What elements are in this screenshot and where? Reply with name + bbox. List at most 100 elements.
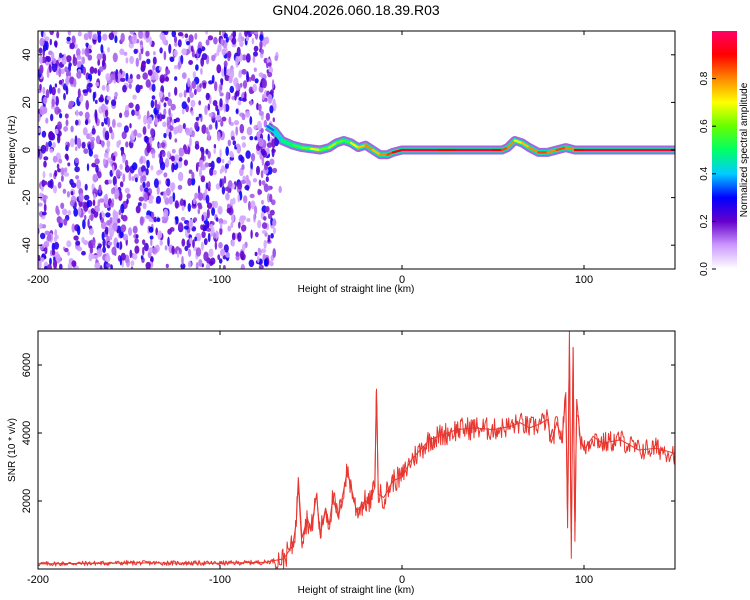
noise-cell [171, 245, 175, 255]
noise-cell [46, 56, 51, 63]
noise-cell [71, 35, 76, 44]
noise-cell [223, 175, 227, 184]
noise-cell [96, 53, 102, 61]
noise-cell [145, 31, 150, 39]
noise-cell [271, 138, 276, 149]
noise-cell [52, 259, 58, 269]
noise-cell [64, 113, 69, 119]
noise-cell [211, 207, 216, 216]
noise-cell [221, 186, 226, 195]
noise-cell [146, 143, 151, 154]
noise-cell [193, 197, 196, 205]
noise-cell [229, 198, 234, 206]
noise-cell [105, 212, 111, 218]
noise-cell [237, 181, 243, 190]
noise-cell [63, 93, 66, 101]
noise-cell [184, 33, 189, 39]
noise-cell [123, 51, 128, 56]
noise-cell [67, 162, 71, 167]
noise-cell [171, 119, 175, 125]
noise-cell [219, 84, 223, 91]
noise-cell [163, 31, 169, 36]
noise-cell [148, 199, 153, 204]
noise-cell [267, 185, 271, 191]
noise-cell [249, 136, 254, 141]
noise-cell [274, 55, 279, 62]
noise-cell [267, 234, 271, 243]
noise-cell [208, 124, 213, 130]
noise-cell [134, 245, 140, 254]
noise-cell [260, 248, 267, 254]
noise-cell [257, 255, 260, 263]
noise-cell [133, 173, 139, 180]
noise-cell [38, 260, 42, 269]
noise-cell [66, 36, 71, 42]
noise-cell [190, 99, 196, 108]
noise-cell [44, 36, 50, 42]
noise-cell [178, 92, 183, 98]
noise-cell [101, 103, 106, 113]
noise-cell [180, 198, 184, 207]
noise-cell [220, 78, 224, 84]
noise-cell [176, 160, 183, 169]
noise-cell [254, 78, 259, 84]
noise-cell [67, 210, 72, 216]
noise-cell [263, 239, 267, 249]
noise-cell [108, 179, 112, 185]
noise-cell [201, 53, 208, 61]
noise-cell [198, 100, 202, 106]
noise-cell [140, 61, 146, 71]
noise-cell [43, 156, 49, 161]
noise-cell [54, 170, 58, 177]
snr-y-ticks: 2000 4000 6000 [21, 353, 675, 513]
noise-cell [159, 239, 163, 246]
noise-cell [213, 147, 216, 155]
noise-cell [206, 227, 212, 232]
noise-cell [109, 126, 113, 134]
noise-cell [208, 248, 214, 258]
noise-cell [266, 142, 273, 148]
noise-cell [136, 133, 142, 138]
noise-cell [130, 266, 134, 269]
noise-cell [58, 158, 63, 164]
noise-cell [168, 43, 172, 54]
noise-cell [38, 47, 43, 54]
noise-cell [152, 56, 157, 65]
noise-cell [178, 222, 184, 231]
noise-cell [60, 175, 64, 182]
noise-cell [98, 243, 102, 248]
noise-cell [56, 163, 60, 170]
noise-cell [120, 32, 125, 43]
noise-cell [75, 109, 79, 117]
track-segment [335, 139, 345, 144]
noise-cell [148, 195, 154, 201]
track-segment [349, 141, 360, 149]
noise-cell [42, 171, 46, 179]
noise-cell [115, 169, 121, 179]
noise-cell [175, 216, 179, 225]
noise-cell [99, 198, 105, 203]
noise-cell [189, 92, 194, 99]
noise-cell [177, 171, 184, 182]
noise-cell [163, 102, 167, 108]
noise-cell [44, 230, 50, 235]
snr-x-label: Height of straight line (km) [298, 585, 415, 596]
colorbar-strip [712, 31, 737, 269]
noise-cell [267, 213, 273, 219]
noise-cell [223, 244, 229, 253]
noise-cell [151, 95, 156, 100]
noise-cell [261, 156, 265, 166]
y-tick-label: 40 [21, 49, 33, 61]
noise-cell [199, 146, 205, 152]
noise-cell [132, 162, 138, 171]
noise-cell [184, 245, 189, 252]
noise-cell [226, 207, 231, 214]
noise-cell [254, 231, 259, 238]
noise-cell [165, 76, 170, 82]
noise-cell [101, 121, 104, 127]
figure-title: GN04.2026.060.18.39.R03 [272, 2, 440, 18]
noise-cell [232, 31, 236, 39]
noise-cell [239, 123, 245, 134]
noise-cell [190, 177, 196, 186]
